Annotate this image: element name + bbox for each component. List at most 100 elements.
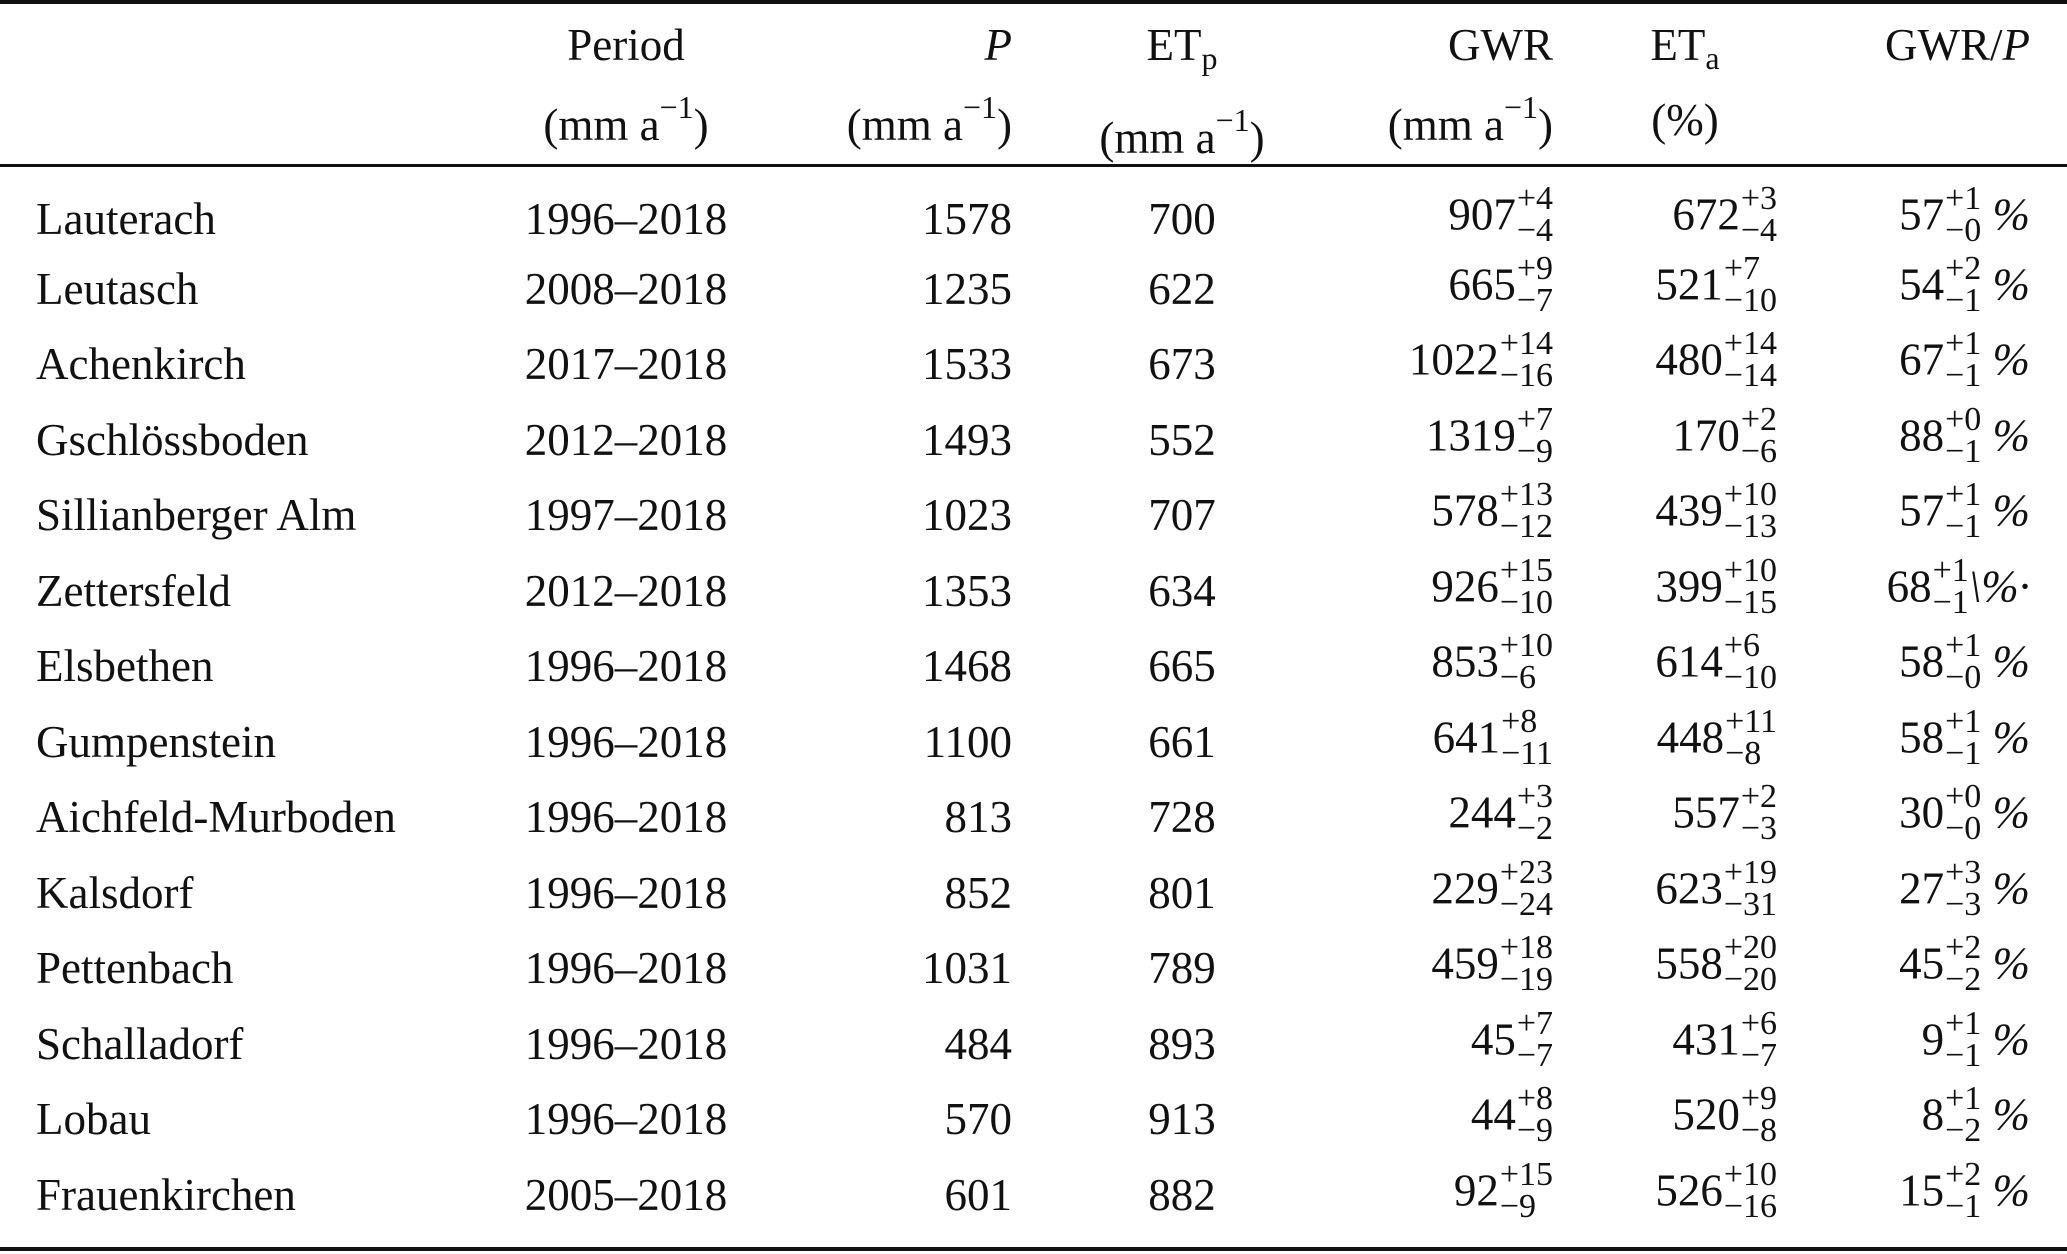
site-name: Lauterach (36, 194, 216, 244)
minus-error: −20 (1723, 961, 1777, 999)
etp: 552 (1148, 414, 1216, 465)
gwr-ratio: 58 +1 −0 % (1777, 629, 2030, 705)
ratio-value: 45 (1899, 938, 1945, 989)
uncertainty: +6 −7 (1741, 1006, 1777, 1072)
gwr-value: 1022 (1408, 334, 1499, 385)
header-p: P (mm a−1) (760, 0, 1012, 169)
minus-error: −1 (1945, 734, 1982, 772)
uncertainty: +2 −3 (1741, 780, 1777, 846)
uncertainty: +1 −2 (1945, 1082, 1981, 1148)
eta: 521 +7 −10 (1553, 251, 1777, 327)
plus-error: +2 (1945, 249, 1982, 287)
header-gwr-label: GWR (1448, 20, 1553, 70)
minus-error: −15 (1723, 583, 1777, 621)
minus-error: −4 (1516, 212, 1553, 249)
header-p-exp: −1 (962, 89, 997, 125)
ratio-suffix: % (1981, 1089, 2031, 1140)
minus-error: −8 (1740, 1112, 1777, 1150)
uncertainty: +1 −0 (1945, 629, 1981, 695)
eta: 558 +20 −20 (1553, 931, 1777, 1007)
header-ratio: GWR/P (1777, 0, 2030, 169)
gwr-value: 244 (1448, 787, 1516, 838)
eta-value: 521 (1655, 259, 1723, 310)
gwr-value: 853 (1431, 636, 1499, 687)
minus-error: −9 (1499, 1187, 1536, 1225)
period: 2005–2018 (524, 1169, 728, 1220)
precipitation: 1100 (923, 716, 1012, 767)
eta-value: 399 (1655, 561, 1723, 612)
minus-error: −1 (1945, 508, 1982, 546)
gwr: 459 +18 −19 (1352, 931, 1553, 1007)
etp: 661 (1148, 716, 1216, 767)
minus-error: −2 (1945, 961, 1982, 999)
bottom-rule (0, 1247, 2067, 1251)
ratio-value: 57 (1899, 485, 1945, 536)
etp: 728 (1148, 792, 1216, 843)
uncertainty: +7 −10 (1724, 251, 1777, 317)
uncertainty: +14 −16 (1500, 327, 1553, 393)
uncertainty: +7 −9 (1517, 402, 1553, 468)
uncertainty: +2 −1 (1945, 249, 1982, 319)
uncertainty: +13 −12 (1500, 478, 1553, 544)
plus-error: +15 (1499, 1155, 1553, 1193)
uncertainty: +15 −10 (1500, 553, 1553, 619)
uncertainty: +3 −3 (1945, 855, 1981, 921)
ratio-suffix: % (1981, 1165, 2031, 1216)
table-row: Gumpenstein 1996–2018 1100 661 641 +8 −11 448 +1… (0, 704, 2067, 780)
table-row: Achenkirch 2017–2018 1533 673 1022 +14 −16 480 +… (0, 327, 2067, 403)
plus-error: +1 (1945, 702, 1982, 740)
plus-error: +0 (1945, 400, 1982, 438)
uncertainty: +10 −6 (1500, 629, 1553, 695)
header-ratio-p: P (2002, 20, 2031, 70)
period: 2008–2018 (524, 263, 728, 314)
minus-error: −19 (1499, 961, 1553, 999)
uncertainty: +10 −16 (1723, 1155, 1777, 1223)
ratio-suffix: % (1981, 189, 2031, 240)
minus-error: −7 (1516, 1036, 1553, 1074)
plus-error: +14 (1723, 325, 1777, 363)
uncertainty: +6 −10 (1724, 629, 1777, 695)
gwr-value: 1319 (1425, 410, 1516, 461)
plus-error: +10 (1723, 551, 1777, 589)
ratio-suffix: \%· (1968, 561, 2030, 612)
period: 1996–2018 (524, 716, 728, 767)
precipitation: 1353 (922, 565, 1012, 616)
eta: 526 +10 −16 (1553, 1157, 1777, 1233)
period: 1997–2018 (524, 490, 728, 541)
gwr: 45 +7 −7 (1352, 1006, 1553, 1082)
header-gwr-close: ) (1538, 100, 1553, 150)
gwr-value: 459 (1431, 938, 1499, 989)
minus-error: −1 (1945, 1187, 1982, 1225)
header-period: Period (mm a−1) (492, 0, 760, 169)
minus-error: −11 (1501, 734, 1553, 772)
period: 1996–2018 (524, 1018, 728, 1069)
table-row: Sillianberger Alm 1997–2018 1023 707 578 +13−… (0, 478, 2067, 554)
plus-error: +19 (1723, 853, 1777, 891)
header-p-unit: (mm a (846, 100, 963, 150)
eta-value: 439 (1655, 485, 1723, 536)
gwr-value: 665 (1448, 259, 1516, 310)
etp: 893 (1148, 1018, 1216, 1069)
gwr-ratio: 27 +3 −3 % (1777, 855, 2030, 931)
gwr: 92 +15 −9 (1352, 1157, 1553, 1233)
plus-error: +3 (1740, 180, 1777, 217)
plus-error: +11 (1725, 702, 1777, 740)
header-etp-label: ET (1146, 20, 1202, 70)
minus-error: −1 (1945, 281, 1982, 319)
precipitation: 1468 (922, 641, 1012, 692)
plus-error: +8 (1501, 702, 1538, 740)
ratio-value: 9 (1921, 1014, 1945, 1065)
minus-error: −13 (1723, 508, 1777, 546)
site-name: Gschlössboden (36, 414, 309, 465)
etp: 622 (1148, 263, 1216, 314)
ratio-value: 15 (1899, 1165, 1945, 1216)
plus-error: +10 (1723, 1155, 1777, 1193)
eta: 439 +10 −13 (1553, 478, 1777, 554)
precipitation: 601 (944, 1169, 1013, 1220)
plus-error: +8 (1516, 1080, 1553, 1118)
period: 2012–2018 (524, 414, 728, 465)
etp: 700 (1148, 194, 1216, 244)
header-ratio-label: GWR/ (1885, 20, 2003, 70)
gwr: 229 +23 −24 (1352, 855, 1553, 931)
precipitation: 1023 (922, 490, 1012, 541)
